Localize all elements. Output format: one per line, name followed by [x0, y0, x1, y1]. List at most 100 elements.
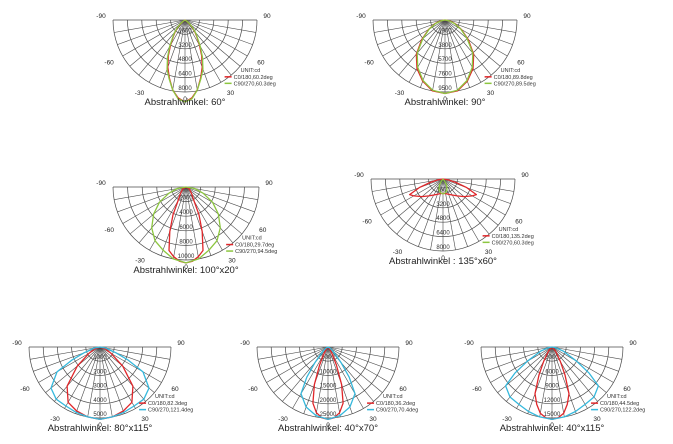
angle-tick-label: 30 [593, 416, 601, 423]
radial-tick-label: 5000 [93, 412, 107, 418]
angle-tick-label: -30 [395, 90, 405, 97]
angle-tick-label: 60 [259, 227, 267, 234]
polar-spoke [117, 19, 186, 45]
polar-spoke [442, 178, 490, 235]
legend-entry: C0/180,60.2deg [234, 75, 273, 81]
polar-chart-2: -90 90 -60 60 -30 30 0 1900 3800 5700 7600 9500 UNIT… [356, 13, 536, 103]
polar-spoke [282, 346, 329, 402]
legend-entry: C90/270,60.3deg [492, 240, 534, 246]
polar-spoke [315, 346, 329, 417]
series-curve-c90 [438, 178, 448, 195]
radial-tick-label: 6000 [545, 369, 559, 375]
radial-tick-label: 2000 [93, 369, 107, 375]
polar-spoke [99, 346, 155, 393]
radial-tick-label: 8000 [179, 239, 193, 245]
angle-tick-label: -90 [12, 340, 22, 347]
legend-entry: C0/180,89.8deg [494, 75, 533, 81]
polar-spoke [114, 19, 186, 33]
polar-spoke [261, 346, 329, 372]
legend-unit: UNIT:cd [501, 68, 521, 74]
angle-tick-label: -90 [96, 180, 106, 187]
angle-tick-label: -60 [472, 386, 482, 393]
polar-spoke [122, 19, 186, 57]
polar-spoke [129, 19, 186, 67]
series-curve-c90 [416, 19, 474, 95]
angle-tick-label: -60 [105, 227, 115, 234]
polar-spoke [184, 19, 248, 57]
polar-spoke [387, 178, 444, 226]
radial-tick-label: 3200 [436, 202, 450, 208]
legend-entry: C0/180,82.3deg [148, 401, 187, 407]
polar-spoke [184, 19, 253, 45]
polar-spoke [444, 19, 516, 33]
polar-spoke [45, 346, 101, 393]
angle-tick-label: 90 [523, 13, 531, 20]
polar-spoke [374, 19, 446, 33]
angle-tick-label: 60 [257, 60, 265, 67]
angle-tick-label: 60 [171, 386, 179, 393]
polar-spoke [442, 178, 480, 242]
polar-spoke [444, 19, 508, 57]
polar-spoke [406, 178, 444, 242]
polar-spoke [184, 19, 241, 67]
polar-chart-1: -90 90 -60 60 -30 30 0 1600 3200 4800 6400 8000 UNIT… [96, 13, 276, 103]
polar-spoke [185, 186, 243, 235]
legend-entry: C90/270,121.4deg [148, 408, 193, 414]
angle-tick-label: 30 [228, 258, 236, 265]
angle-tick-label: -60 [364, 60, 374, 67]
polar-spoke [372, 178, 444, 192]
polar-spoke [442, 178, 456, 250]
radial-tick-label: 6000 [179, 225, 193, 231]
polar-chart-5: -90 90 -60 60 -30 30 0 1000 2000 3000 4000 5000 UNIT… [12, 340, 193, 429]
series-curve-c90 [166, 19, 204, 103]
angle-tick-label: -90 [354, 172, 364, 179]
polar-spoke [99, 346, 125, 414]
polar-chart-6: -90 90 -60 60 -30 30 0 5000 10000 15000 20000 25000… [240, 340, 418, 429]
angle-tick-label: 60 [623, 386, 631, 393]
angle-tick-label: 30 [485, 249, 493, 256]
polar-spoke [117, 186, 187, 213]
angle-tick-label: 60 [517, 60, 525, 67]
polar-spoke [160, 186, 187, 256]
angle-tick-label: -30 [135, 258, 145, 265]
polar-spoke [148, 19, 186, 83]
polar-spoke [490, 346, 553, 383]
polar-spoke [444, 19, 482, 83]
polar-spoke [266, 346, 329, 383]
radial-tick-label: 3200 [178, 43, 192, 49]
polar-spoke [506, 346, 553, 402]
radial-tick-label: 9500 [438, 86, 452, 92]
legend-entry: C0/180,135.2deg [492, 234, 534, 240]
polar-spoke [444, 19, 501, 67]
polar-spoke [184, 19, 210, 88]
polar-spoke [482, 346, 553, 360]
series-curve-c90 [50, 346, 150, 421]
radial-tick-label: 3800 [438, 43, 452, 49]
polar-spoke [444, 19, 492, 76]
polar-spoke [258, 346, 329, 360]
angle-tick-label: 0 [184, 264, 188, 271]
polar-spoke [87, 346, 101, 417]
radial-tick-label: 1600 [436, 187, 450, 193]
angle-tick-label: 30 [141, 416, 149, 423]
angle-tick-label: -60 [104, 60, 114, 67]
radial-tick-label: 25000 [320, 412, 337, 418]
polar-spoke [273, 346, 329, 393]
series-curve-c90 [300, 346, 356, 421]
polar-spoke [396, 178, 444, 235]
angle-tick-label: 0 [550, 422, 554, 429]
polar-spoke [185, 186, 199, 259]
series-curve-c90 [504, 346, 600, 421]
legend-unit: UNIT:cd [383, 394, 403, 400]
chart-caption: Abstrahlwinkel: 40°x115° [499, 423, 605, 434]
angle-tick-label: -30 [135, 90, 145, 97]
polar-spoke [149, 186, 187, 251]
angle-tick-label: -90 [240, 340, 250, 347]
polar-spoke [173, 186, 187, 259]
radial-tick-label: 10000 [320, 369, 337, 375]
radial-tick-label: 3000 [545, 355, 559, 361]
polar-spoke [172, 19, 186, 91]
legend-unit: UNIT:cd [499, 227, 519, 233]
polar-spoke [442, 178, 511, 204]
chart-caption: Abstrahlwinkel : 135°x60° [389, 256, 497, 267]
